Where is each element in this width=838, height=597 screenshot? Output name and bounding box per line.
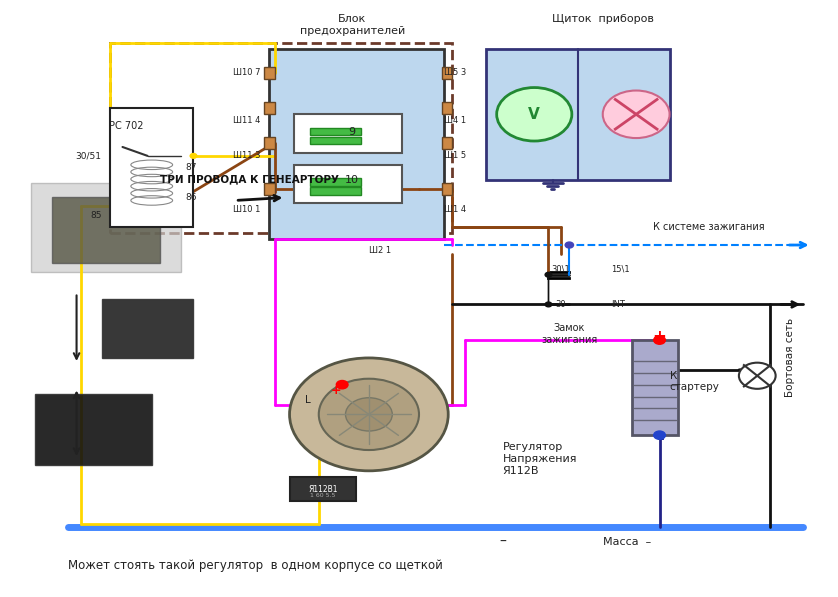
Text: V: V xyxy=(529,107,541,122)
FancyBboxPatch shape xyxy=(290,477,356,500)
FancyBboxPatch shape xyxy=(110,108,194,227)
FancyBboxPatch shape xyxy=(310,187,360,195)
Text: Ш10 1: Ш10 1 xyxy=(233,205,261,214)
FancyBboxPatch shape xyxy=(442,103,452,114)
Text: –: – xyxy=(499,535,506,549)
Text: РС 702: РС 702 xyxy=(110,121,144,131)
Text: Ш2 1: Ш2 1 xyxy=(369,247,391,256)
FancyBboxPatch shape xyxy=(293,165,402,204)
Text: Ш10 7: Ш10 7 xyxy=(233,68,261,77)
Circle shape xyxy=(545,272,551,277)
Text: Ш11 3: Ш11 3 xyxy=(233,152,261,161)
FancyBboxPatch shape xyxy=(442,183,452,195)
Circle shape xyxy=(565,242,573,248)
Text: Регулятор
Напряжения
Я112В: Регулятор Напряжения Я112В xyxy=(503,442,577,476)
Text: +: + xyxy=(653,328,666,346)
Circle shape xyxy=(190,153,197,158)
Text: К
стартеру: К стартеру xyxy=(670,371,720,392)
FancyBboxPatch shape xyxy=(293,114,402,153)
FancyBboxPatch shape xyxy=(310,179,360,186)
Text: Ш1 4: Ш1 4 xyxy=(444,205,466,214)
Circle shape xyxy=(497,88,572,141)
FancyBboxPatch shape xyxy=(310,137,360,144)
Circle shape xyxy=(545,302,551,307)
FancyBboxPatch shape xyxy=(265,67,275,79)
Text: Ш5 3: Ш5 3 xyxy=(444,68,466,77)
Text: Щиток  приборов: Щиток приборов xyxy=(551,14,654,24)
FancyBboxPatch shape xyxy=(101,298,194,358)
FancyBboxPatch shape xyxy=(310,128,360,135)
FancyBboxPatch shape xyxy=(265,183,275,195)
FancyBboxPatch shape xyxy=(265,137,275,149)
Text: –: – xyxy=(655,430,664,445)
FancyBboxPatch shape xyxy=(442,137,452,149)
Circle shape xyxy=(318,378,419,450)
FancyBboxPatch shape xyxy=(265,103,275,114)
FancyBboxPatch shape xyxy=(486,49,670,180)
FancyBboxPatch shape xyxy=(31,183,181,272)
Text: Может стоять такой регулятор  в одном корпусе со щеткой: Может стоять такой регулятор в одном кор… xyxy=(68,559,443,573)
Text: Бортовая сеть: Бортовая сеть xyxy=(785,318,795,398)
Circle shape xyxy=(345,398,392,431)
Text: Ш11 4: Ш11 4 xyxy=(233,116,261,125)
Circle shape xyxy=(654,431,665,439)
Text: К системе зажигания: К системе зажигания xyxy=(653,222,764,232)
Text: 86: 86 xyxy=(185,193,197,202)
Text: 9: 9 xyxy=(349,127,356,137)
Text: 15\1: 15\1 xyxy=(611,264,629,273)
Text: Я112В1: Я112В1 xyxy=(308,485,338,494)
Circle shape xyxy=(739,362,776,389)
FancyBboxPatch shape xyxy=(442,67,452,79)
Text: 30/51: 30/51 xyxy=(75,152,101,161)
FancyBboxPatch shape xyxy=(632,340,678,435)
Text: Блок
предохранителей: Блок предохранителей xyxy=(299,14,405,36)
Text: Замок
зажигания: Замок зажигания xyxy=(541,324,597,345)
Text: Ш4 1: Ш4 1 xyxy=(444,116,466,125)
Text: 87: 87 xyxy=(185,163,197,173)
Text: INT: INT xyxy=(611,300,625,309)
Text: 85: 85 xyxy=(91,211,101,220)
Text: 30\1: 30\1 xyxy=(551,264,571,273)
FancyBboxPatch shape xyxy=(269,49,444,239)
FancyBboxPatch shape xyxy=(35,393,152,465)
Text: +: + xyxy=(330,384,341,397)
Text: 30: 30 xyxy=(556,300,566,309)
Text: L: L xyxy=(305,395,310,405)
Circle shape xyxy=(603,91,670,138)
Text: 10: 10 xyxy=(345,175,360,184)
FancyBboxPatch shape xyxy=(51,198,160,263)
Circle shape xyxy=(654,336,665,344)
Text: Масса  –: Масса – xyxy=(603,537,651,547)
Text: Ш1 5: Ш1 5 xyxy=(444,152,466,161)
Circle shape xyxy=(336,380,348,389)
Text: ТРИ ПРОВОДА К ГЕНЕАРТОРУ: ТРИ ПРОВОДА К ГЕНЕАРТОРУ xyxy=(160,175,339,184)
Circle shape xyxy=(290,358,448,471)
Text: 1 60 5.5: 1 60 5.5 xyxy=(310,493,336,498)
